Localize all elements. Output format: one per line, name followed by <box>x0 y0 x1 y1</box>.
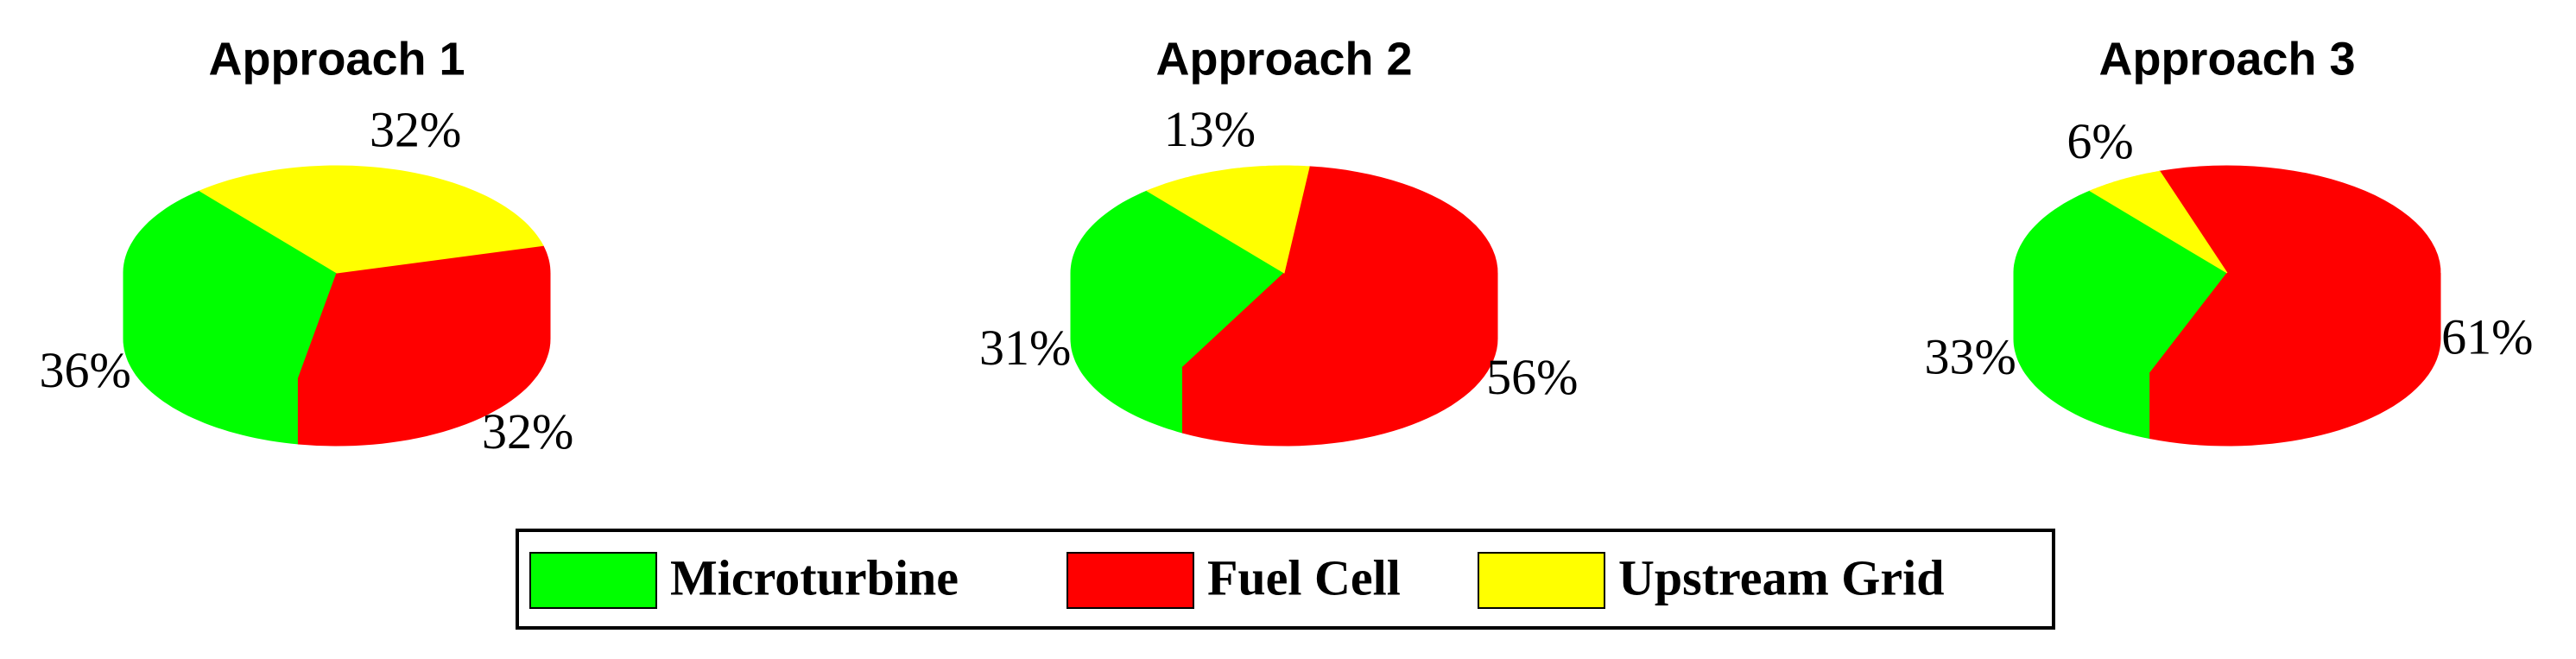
chart-title: Approach 3 <box>2098 33 2355 85</box>
pie-slice <box>297 244 551 381</box>
pie-slice <box>1070 190 1285 368</box>
pie-slice <box>1181 166 1498 381</box>
pie-slice <box>1146 165 1310 274</box>
data-label: 32% <box>370 102 461 158</box>
legend-label: Upstream Grid <box>1618 549 1945 605</box>
legend-label: Fuel Cell <box>1207 549 1401 605</box>
legend-swatch <box>1066 552 1194 609</box>
pie-slice <box>2149 165 2441 381</box>
data-label: 36% <box>39 342 130 398</box>
legend-label: Microturbine <box>670 549 959 605</box>
data-label: 56% <box>1486 349 1578 405</box>
data-label: 33% <box>1925 329 2016 385</box>
pie-slice <box>123 190 338 379</box>
pie-slice <box>199 165 544 274</box>
data-label: 31% <box>979 320 1071 376</box>
pie-slice <box>2089 170 2228 274</box>
chart-title: Approach 2 <box>1155 33 1412 85</box>
legend-swatch <box>1478 552 1605 609</box>
legend-box <box>516 529 2055 630</box>
data-label: 6% <box>2066 113 2133 169</box>
data-label: 32% <box>482 403 573 459</box>
data-label: 61% <box>2441 308 2533 364</box>
legend-swatch <box>529 552 657 609</box>
chart-title: Approach 1 <box>208 33 465 85</box>
data-label: 13% <box>1164 101 1256 157</box>
pie-slice <box>2013 190 2228 374</box>
